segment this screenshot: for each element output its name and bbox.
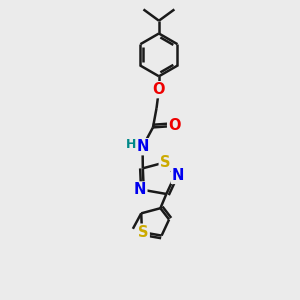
Text: H: H bbox=[126, 138, 136, 151]
Text: S: S bbox=[138, 225, 149, 240]
Text: O: O bbox=[168, 118, 181, 134]
Text: N: N bbox=[136, 139, 149, 154]
Text: N: N bbox=[172, 168, 184, 183]
Text: O: O bbox=[153, 82, 165, 97]
Text: S: S bbox=[160, 155, 170, 170]
Text: N: N bbox=[134, 182, 146, 197]
